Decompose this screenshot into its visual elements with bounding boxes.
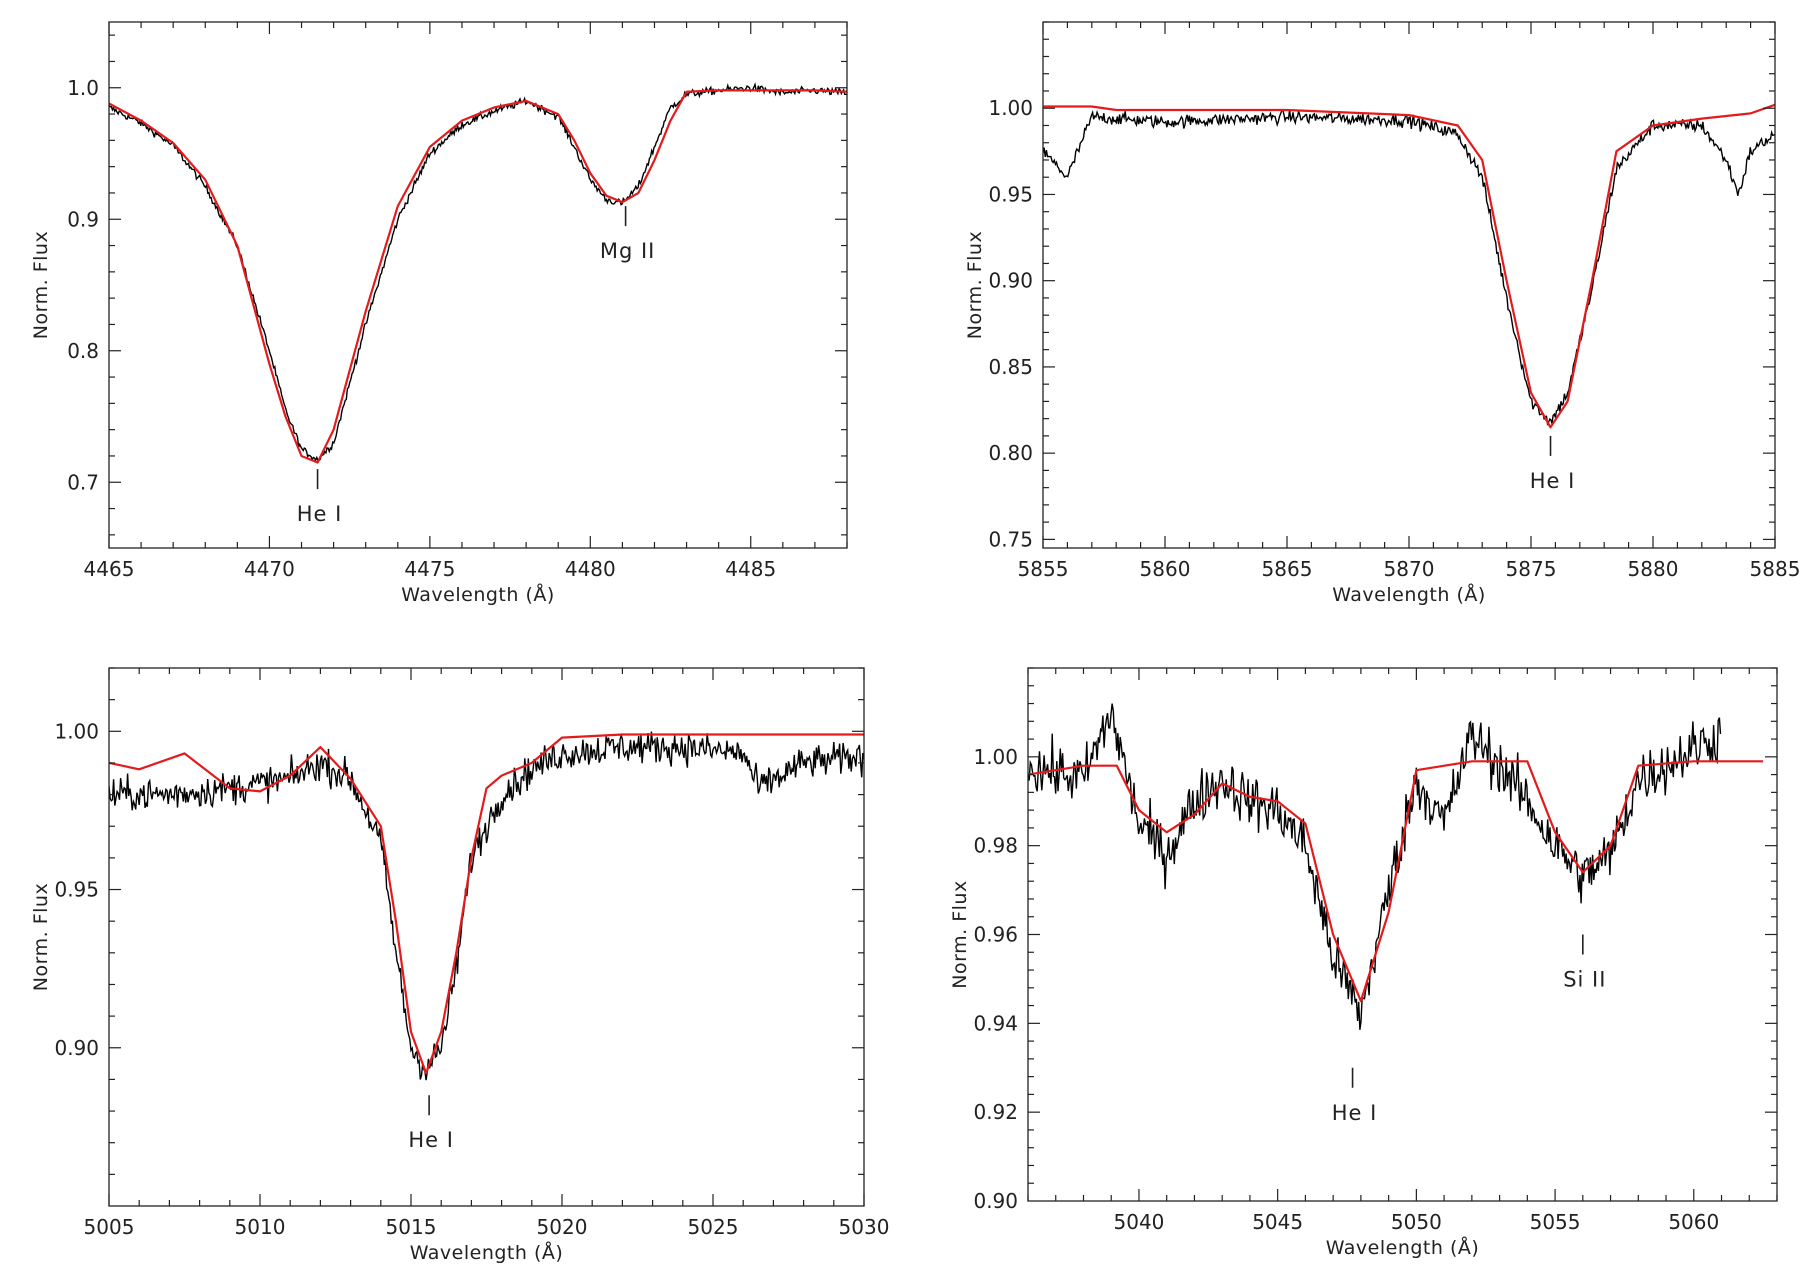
y-axis-label: Norm. Flux bbox=[949, 880, 971, 988]
x-tick-label: 5865 bbox=[1262, 557, 1313, 581]
observed-spectrum-line bbox=[109, 82, 847, 462]
y-tick-label: 0.8 bbox=[67, 339, 99, 363]
x-axis-label: Wavelength (Å) bbox=[401, 583, 555, 606]
y-tick-label: 0.94 bbox=[973, 1011, 1018, 1035]
x-tick-label: 4485 bbox=[725, 557, 776, 581]
model-fit-line bbox=[109, 733, 864, 1075]
x-tick-label: 5875 bbox=[1506, 557, 1557, 581]
x-tick-label: 5040 bbox=[1114, 1210, 1165, 1234]
observed-spectrum-line bbox=[1028, 703, 1722, 1030]
x-tick-label: 4480 bbox=[565, 557, 616, 581]
x-tick-label: 5020 bbox=[537, 1215, 588, 1239]
plot-frame bbox=[108, 667, 865, 1207]
x-tick-label: 5025 bbox=[688, 1215, 739, 1239]
x-tick-label: 4475 bbox=[404, 557, 455, 581]
observed-spectrum-line bbox=[1043, 109, 1775, 426]
y-tick-label: 0.92 bbox=[973, 1100, 1018, 1124]
line-id-label: He I bbox=[408, 1128, 454, 1152]
y-tick-label: 0.75 bbox=[988, 527, 1033, 551]
x-tick-label: 5855 bbox=[1018, 557, 1069, 581]
plot-frame bbox=[1042, 21, 1776, 549]
x-tick-label: 5055 bbox=[1530, 1210, 1581, 1234]
y-tick-label: 0.98 bbox=[973, 834, 1018, 858]
x-tick-label: 5030 bbox=[839, 1215, 890, 1239]
line-id-label: Mg II bbox=[600, 239, 656, 263]
chart-panel-top-right: 5855 5860 5865 5870 5875 5880 5885 0.75 0.80 0.85… bbox=[964, 21, 1801, 606]
y-tick-label: 0.7 bbox=[67, 470, 99, 494]
y-tick-label: 1.0 bbox=[67, 76, 99, 100]
x-axis-label: Wavelength (Å) bbox=[410, 1241, 564, 1264]
line-id-label: He I bbox=[1332, 1101, 1378, 1125]
x-tick-label: 5015 bbox=[386, 1215, 437, 1239]
line-id-label: Si II bbox=[1563, 968, 1606, 992]
x-tick-label: 5045 bbox=[1252, 1210, 1303, 1234]
y-tick-label: 0.85 bbox=[988, 355, 1033, 379]
plot-frame bbox=[1027, 667, 1778, 1202]
x-tick-label: 5860 bbox=[1140, 557, 1191, 581]
x-tick-label: 4470 bbox=[244, 557, 295, 581]
y-tick-label: 1.00 bbox=[988, 96, 1033, 120]
plot-frame bbox=[108, 21, 848, 549]
x-axis-label: Wavelength (Å) bbox=[1326, 1236, 1480, 1259]
chart-panel-bottom-left: 5005 5010 5015 5020 5025 5030 0.90 0.95 1.00 Wave… bbox=[30, 667, 890, 1264]
x-tick-label: 5010 bbox=[235, 1215, 286, 1239]
y-tick-label: 0.96 bbox=[973, 923, 1018, 947]
x-tick-label: 5885 bbox=[1750, 557, 1801, 581]
x-tick-label: 5050 bbox=[1391, 1210, 1442, 1234]
y-tick-label: 1.00 bbox=[54, 719, 99, 743]
y-tick-label: 0.90 bbox=[54, 1036, 99, 1060]
y-tick-label: 0.90 bbox=[973, 1189, 1018, 1213]
model-fit-line bbox=[109, 89, 847, 464]
x-tick-label: 4465 bbox=[84, 557, 135, 581]
observed-spectrum-line bbox=[109, 731, 864, 1081]
chart-panel-top-left: 4465 4470 4475 4480 4485 0.7 0.8 0.9 1.0 Waveleng… bbox=[30, 21, 848, 606]
x-axis-label: Wavelength (Å) bbox=[1332, 583, 1486, 606]
model-fit-line bbox=[1028, 760, 1764, 1003]
y-axis-label: Norm. Flux bbox=[30, 231, 52, 339]
y-tick-label: 0.9 bbox=[67, 207, 99, 231]
x-tick-label: 5870 bbox=[1384, 557, 1435, 581]
chart-panel-bottom-right: 5040 5045 5050 5055 5060 0.90 0.92 0.94 0.96 0.98… bbox=[949, 667, 1778, 1259]
x-tick-label: 5005 bbox=[84, 1215, 135, 1239]
y-axis-label: Norm. Flux bbox=[964, 231, 986, 339]
y-tick-label: 0.95 bbox=[54, 878, 99, 902]
line-id-label: He I bbox=[1530, 469, 1576, 493]
y-tick-label: 0.90 bbox=[988, 269, 1033, 293]
y-axis-label: Norm. Flux bbox=[30, 883, 52, 991]
y-tick-label: 0.95 bbox=[988, 182, 1033, 206]
x-tick-label: 5060 bbox=[1668, 1210, 1719, 1234]
model-fit-line bbox=[1043, 103, 1775, 429]
x-tick-label: 5880 bbox=[1628, 557, 1679, 581]
line-id-label: He I bbox=[297, 502, 343, 526]
y-tick-label: 0.80 bbox=[988, 441, 1033, 465]
y-tick-label: 1.00 bbox=[973, 745, 1018, 769]
